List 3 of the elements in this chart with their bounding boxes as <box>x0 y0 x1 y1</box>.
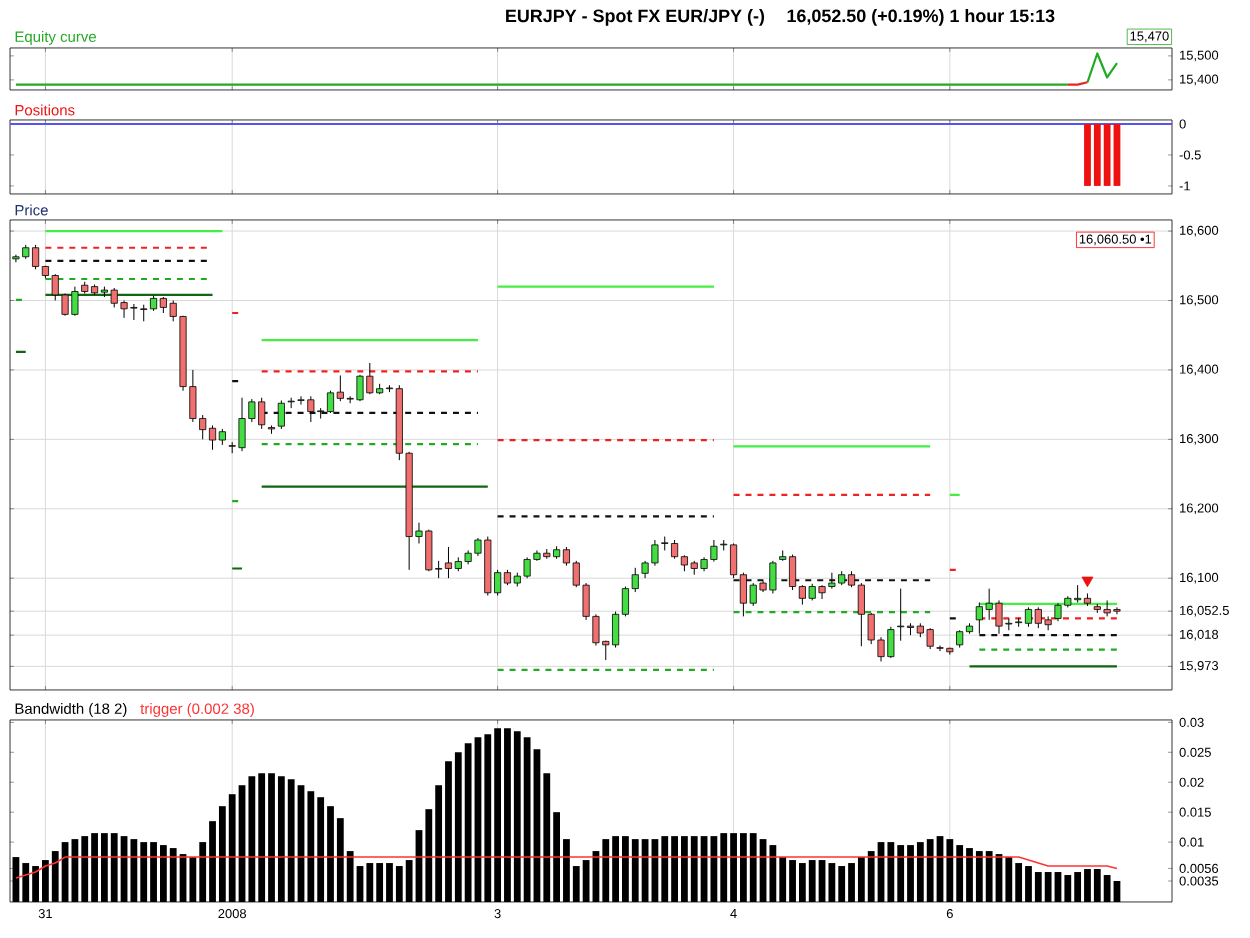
chart-subtitle: 16,052.50 (+0.19%) 1 hour 15:13 <box>787 9 1055 26</box>
chart-title: EURJPY - Spot FX EUR/JPY (-) <box>506 9 765 26</box>
candlestick <box>277 399 285 430</box>
